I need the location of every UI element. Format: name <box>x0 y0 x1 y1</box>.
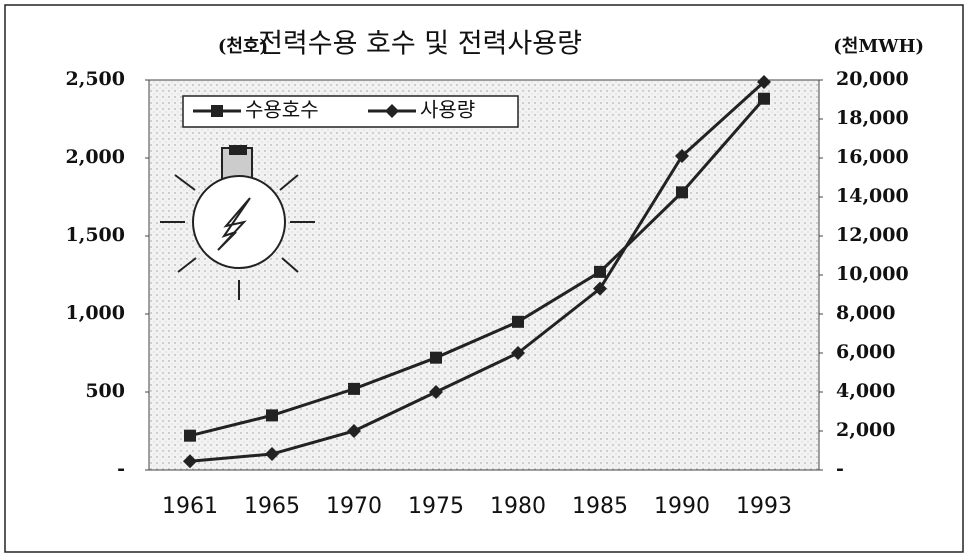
marker <box>512 316 524 328</box>
page: (천호) 전력수용 호수 및 전력사용량 (천MWH) 수용호수사용량 -500… <box>0 0 969 558</box>
y-tick-label: 500 <box>85 380 125 402</box>
y2-tick-label: 4,000 <box>836 380 896 402</box>
y-tick-label: 1,000 <box>66 302 126 324</box>
y2-tick-label: 16,000 <box>836 146 909 168</box>
y2-tick-label: 8,000 <box>836 302 896 324</box>
plot-area <box>149 80 819 470</box>
x-tick-label: 1970 <box>326 494 382 519</box>
legend: 수용호수 사용량 <box>183 96 518 127</box>
marker <box>594 266 606 278</box>
y-tick-label: - <box>117 458 125 480</box>
y-tick-label: 2,000 <box>66 146 126 168</box>
legend-label: 사용량 <box>420 98 475 122</box>
chart-title: 전력수용 호수 및 전력사용량 <box>258 29 582 60</box>
y2-tick-label: 6,000 <box>836 341 896 363</box>
marker <box>184 430 196 442</box>
y2-tick-label: 2,000 <box>836 419 896 441</box>
y-tick-label: 2,500 <box>66 68 126 90</box>
y2-axis-label: (천MWH) <box>833 36 924 57</box>
y-tick-label: 1,500 <box>66 224 126 246</box>
legend-label: 수용호수 <box>245 98 319 122</box>
y2-tick-label: - <box>836 458 844 480</box>
x-tick-label: 1975 <box>408 494 464 519</box>
marker <box>348 383 360 395</box>
marker <box>430 352 442 364</box>
x-tick-label: 1990 <box>654 494 710 519</box>
y2-tick-label: 12,000 <box>836 224 909 246</box>
x-tick-label: 1965 <box>244 494 300 519</box>
x-tick-label: 1961 <box>162 494 218 519</box>
y2-tick-label: 14,000 <box>836 185 909 207</box>
marker <box>758 93 770 105</box>
marker <box>266 409 278 421</box>
y2-tick-label: 20,000 <box>836 68 909 90</box>
x-tick-label: 1985 <box>572 494 628 519</box>
y2-tick-label: 10,000 <box>836 263 909 285</box>
x-tick-label: 1993 <box>736 494 792 519</box>
chart: (천호) 전력수용 호수 및 전력사용량 (천MWH) 수용호수사용량 -500… <box>0 0 969 558</box>
y2-tick-label: 18,000 <box>836 107 909 129</box>
marker <box>676 186 688 198</box>
marker <box>211 105 223 117</box>
x-tick-label: 1980 <box>490 494 546 519</box>
